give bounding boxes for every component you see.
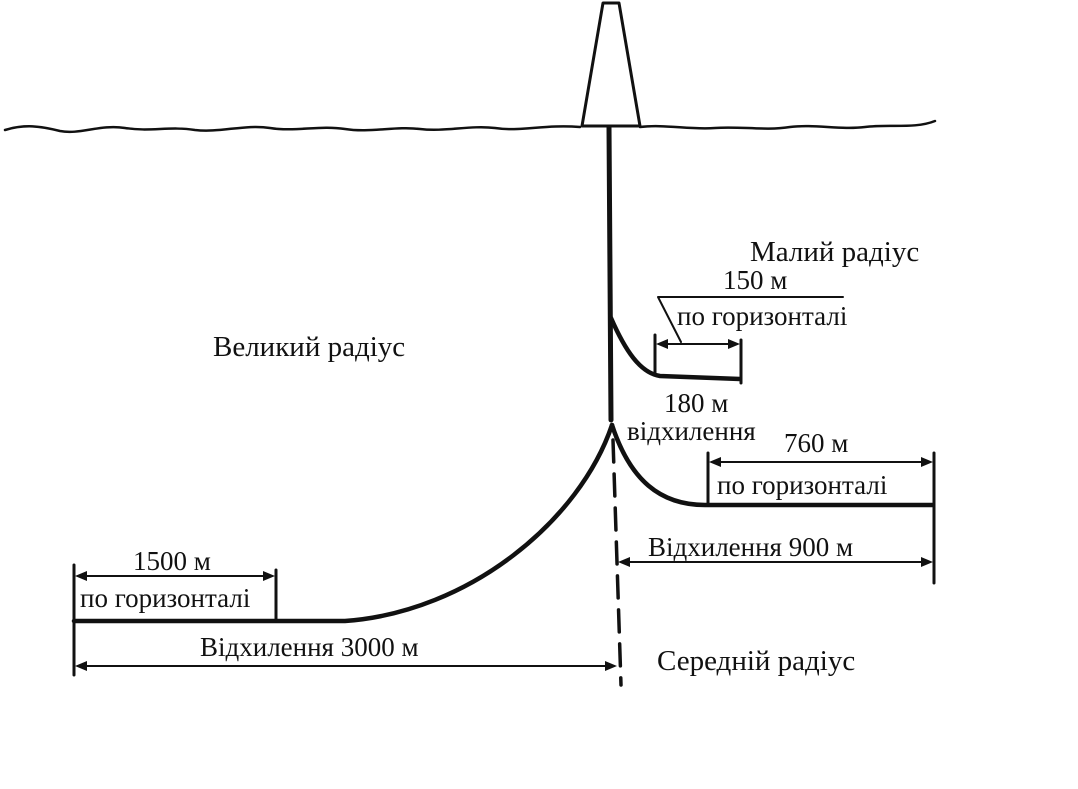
medium-deviation-arrowhead-left	[618, 557, 630, 567]
medium-horizontal-caption: по горизонталі	[717, 470, 887, 500]
large-deviation-label: Відхилення 3000 м	[200, 632, 419, 662]
large-horizontal-length: 1500 м	[133, 546, 211, 576]
sea-surface-line	[3, 119, 937, 134]
small-radius-label: Малий радіус	[750, 236, 919, 268]
medium-radius-well	[609, 422, 936, 508]
small-dim-arrowhead-left	[656, 339, 668, 349]
medium-radius-label: Середній радіус	[657, 645, 855, 677]
small-deviation-caption: відхилення	[627, 416, 756, 446]
large-deviation-arrowhead-left	[75, 661, 87, 671]
large-horizontal-arrowhead-left	[75, 571, 87, 581]
large-radius-label: Великий радіус	[213, 331, 405, 363]
small-horizontal-length: 150 м	[723, 265, 787, 295]
vertical-wellbore	[606, 124, 614, 423]
small-deviation-value: 180 м	[664, 388, 728, 418]
large-radius-well	[71, 422, 615, 624]
small-leader-line	[657, 296, 844, 343]
small-dim-arrowhead-right	[728, 339, 740, 349]
medium-deviation-label: Відхилення 900 м	[648, 532, 853, 562]
drilling-platform-icon	[580, 1, 642, 128]
medium-horizontal-arrowhead-left	[709, 457, 721, 467]
medium-horizontal-arrowhead-right	[921, 457, 933, 467]
medium-horizontal-length: 760 м	[784, 428, 848, 458]
small-horizontal-caption: по горизонталі	[677, 301, 847, 331]
large-horizontal-arrowhead-right	[263, 571, 275, 581]
large-deviation-arrowhead-right	[605, 661, 617, 671]
vertical-reference-dashed	[611, 438, 623, 687]
large-horizontal-caption: по горизонталі	[80, 583, 250, 613]
small-radius-well	[608, 315, 743, 382]
medium-deviation-arrowhead-right	[921, 557, 933, 567]
